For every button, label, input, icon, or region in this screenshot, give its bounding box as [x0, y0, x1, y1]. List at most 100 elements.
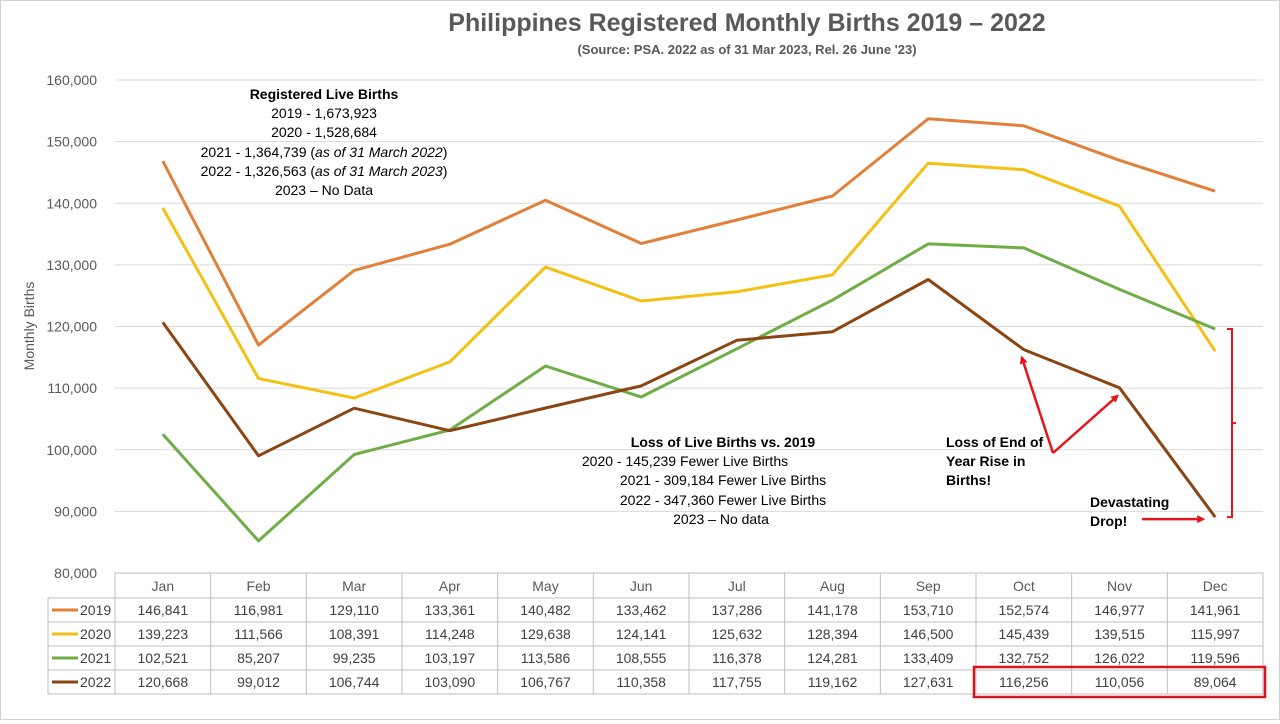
table-cell: 152,574	[999, 602, 1050, 618]
table-cell: 115,997	[1190, 626, 1240, 642]
table-cell: 106,744	[329, 674, 380, 690]
registered-births-annotation: Registered Live Births 2019 - 1,673,923 …	[201, 86, 448, 198]
table-cell: 103,090	[425, 674, 476, 690]
highlight-box	[972, 665, 1267, 699]
table-cell: 102,521	[138, 650, 189, 666]
table-cell: 85,207	[237, 650, 280, 666]
y-tick-label: 90,000	[54, 503, 97, 519]
table-cell: 116,981	[234, 602, 284, 618]
x-tick-label: Dec	[1203, 578, 1228, 594]
chart-title: Philippines Registered Monthly Births 20…	[448, 9, 1045, 37]
registered-2019: 2019 - 1,673,923	[271, 105, 377, 121]
loss-heading: Loss of Live Births vs. 2019	[631, 434, 816, 450]
table-cell: 119,596	[1190, 650, 1240, 666]
y-tick-label: 150,000	[46, 134, 97, 150]
y-tick-label: 130,000	[46, 257, 97, 273]
registered-2021: 2021 - 1,364,739 (as of 31 March 2022)	[201, 144, 448, 160]
y-tick-label: 140,000	[46, 195, 97, 211]
arrow-to-nov	[1052, 394, 1119, 454]
legend-label: 2019	[80, 602, 111, 618]
table-cell: 116,378	[712, 650, 762, 666]
y-tick-label: 120,000	[46, 319, 97, 335]
drop-line-2: Drop!	[1090, 513, 1127, 529]
table-cell: 113,586	[521, 650, 571, 666]
table-cell: 119,162	[808, 674, 858, 690]
series-line-2020	[161, 161, 1217, 400]
y-axis-ticks: 80,000 90,000 100,000 110,000 120,000 130,000…	[46, 72, 97, 581]
table-cell: 133,462	[616, 602, 667, 618]
table-cell: 99,012	[237, 674, 280, 690]
legend-label: 2022	[80, 674, 111, 690]
table-cell: 128,394	[807, 626, 858, 642]
x-tick-label: Nov	[1107, 578, 1132, 594]
loss-2022: 2022 - 347,360 Fewer Live Births	[620, 492, 826, 508]
registered-2020: 2020 - 1,528,684	[271, 124, 377, 140]
table-cell: 89,064	[1194, 674, 1237, 690]
table-cell: 145,439	[999, 626, 1050, 642]
table-cell: 114,248	[425, 626, 475, 642]
table-cell: 125,632	[712, 626, 763, 642]
loss-2021: 2021 - 309,184 Fewer Live Births	[620, 472, 826, 488]
table-cell: 146,500	[903, 626, 954, 642]
table-cell: 139,223	[138, 626, 189, 642]
table-cell: 153,710	[903, 602, 954, 618]
table-cell: 108,555	[616, 650, 667, 666]
y-tick-label: 160,000	[46, 72, 97, 88]
y-axis-label: Monthly Births	[21, 282, 37, 371]
end-of-year-line-3: Births!	[946, 472, 991, 488]
x-tick-label: May	[532, 578, 558, 594]
end-of-year-line-1: Loss of End of	[946, 434, 1044, 450]
table-cell: 141,961	[1190, 602, 1241, 618]
table-cell: 140,482	[520, 602, 571, 618]
loss-births-annotation: Loss of Live Births vs. 2019 2020 - 145,…	[582, 434, 826, 527]
loss-2023: 2023 – No data	[673, 511, 769, 527]
x-tick-label: Oct	[1013, 578, 1035, 594]
devastating-drop-annotation: Devastating Drop!	[1090, 494, 1169, 529]
registered-2022-italic: as of 31 March 2023	[315, 163, 443, 179]
loss-2020: 2020 - 145,239 Fewer Live Births	[582, 453, 788, 469]
table-cell: 146,977	[1094, 602, 1145, 618]
table-cell: 117,755	[712, 674, 762, 690]
table-cell: 99,235	[333, 650, 376, 666]
table-cell: 132,752	[999, 650, 1050, 666]
legend-label: 2020	[80, 626, 111, 642]
table-cell: 111,566	[234, 626, 283, 642]
legend-label: 2021	[80, 650, 111, 666]
table-cell: 137,286	[712, 602, 763, 618]
table-cell: 106,767	[520, 674, 571, 690]
registered-2023: 2023 – No Data	[275, 182, 373, 198]
registered-2021-end: )	[443, 144, 448, 160]
table-cell: 120,668	[138, 674, 189, 690]
x-tick-label: Apr	[439, 578, 461, 594]
registered-heading: Registered Live Births	[250, 86, 399, 102]
table-cell: 133,361	[425, 602, 476, 618]
x-tick-label: Jan	[152, 578, 175, 594]
table-cell: 103,197	[425, 650, 476, 666]
registered-2022: 2022 - 1,326,563 (as of 31 March 2023)	[201, 163, 448, 179]
registered-2021-main: 2021 - 1,364,739 (	[201, 144, 316, 160]
drop-line-1: Devastating	[1090, 494, 1169, 510]
arrow-to-oct	[1019, 355, 1055, 454]
registered-2022-end: )	[443, 163, 448, 179]
table-cell: 108,391	[329, 626, 380, 642]
table-cell: 124,141	[616, 626, 667, 642]
x-tick-label: Mar	[342, 578, 366, 594]
x-tick-label: Feb	[246, 578, 270, 594]
table-cell: 116,256	[999, 674, 1049, 690]
y-tick-label: 80,000	[54, 565, 97, 581]
annotation-arrows	[1019, 327, 1236, 524]
series-line-2022	[161, 278, 1217, 518]
table-cell: 110,358	[616, 674, 666, 690]
x-tick-label: Jun	[630, 578, 653, 594]
drop-bracket	[1227, 327, 1236, 519]
registered-2021-italic: as of 31 March 2022	[315, 144, 443, 160]
table-cell: 141,178	[807, 602, 858, 618]
table-cell: 139,515	[1094, 626, 1145, 642]
y-tick-label: 110,000	[47, 380, 97, 396]
registered-2022-main: 2022 - 1,326,563 (	[201, 163, 316, 179]
chart-subtitle: (Source: PSA. 2022 as of 31 Mar 2023, Re…	[577, 42, 916, 57]
y-tick-label: 100,000	[46, 442, 97, 458]
x-tick-label: Aug	[820, 578, 845, 594]
table-cell: 126,022	[1094, 650, 1145, 666]
